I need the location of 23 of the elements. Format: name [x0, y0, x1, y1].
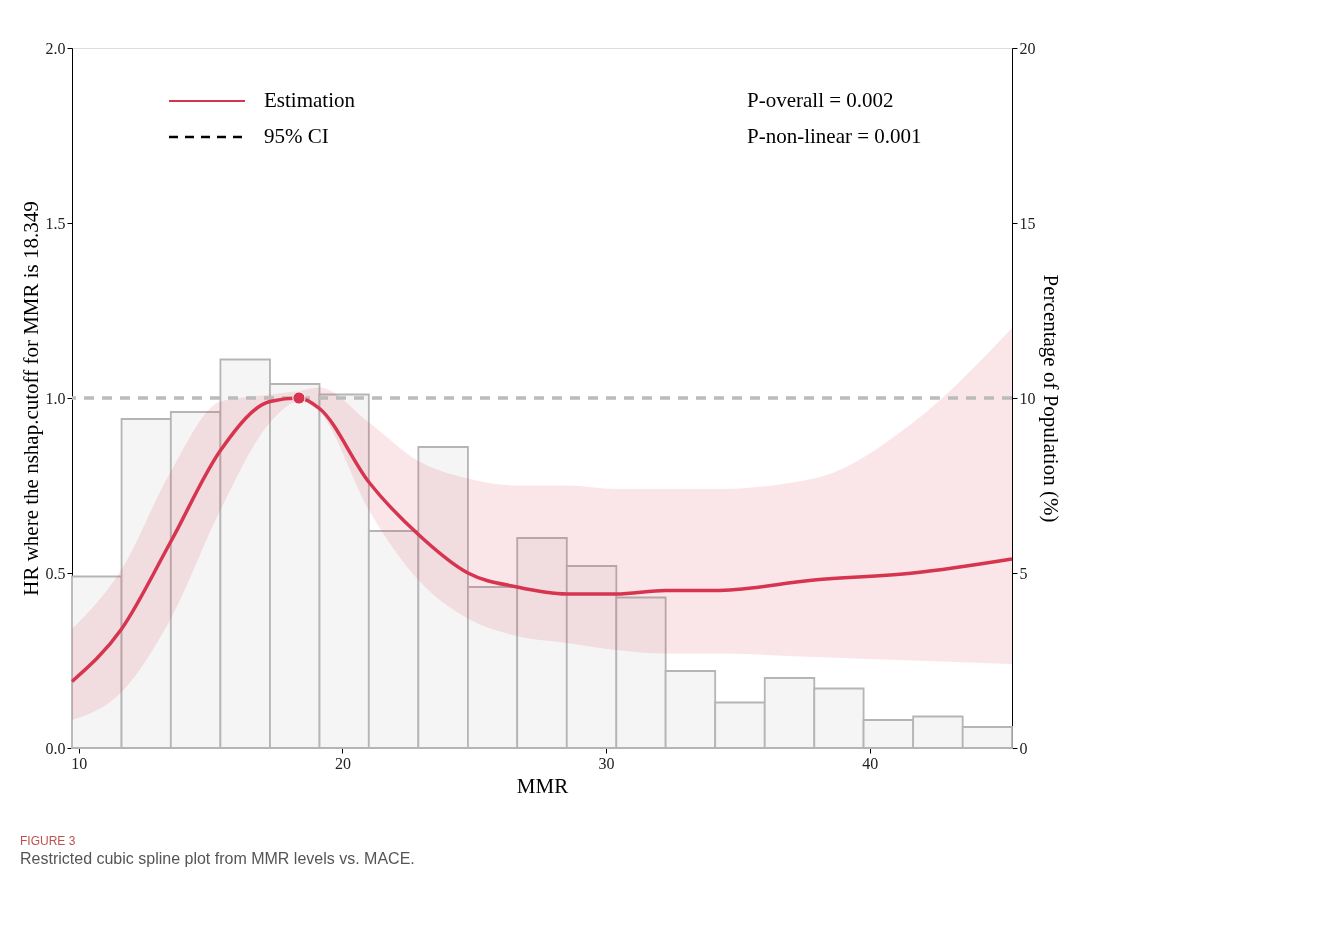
y2-tick-label: 10 [1019, 389, 1036, 407]
y-axis-title: HR where the nshap.cutoff for MMR is 18.349 [18, 201, 43, 596]
annotation: 95% CI [264, 124, 329, 148]
x-axis-title: MMR [516, 773, 569, 798]
y-tick-label: 0.0 [45, 739, 66, 757]
y2-axis-title: Percentage of Population (%) [1038, 274, 1063, 523]
y2-tick-label: 0 [1019, 739, 1028, 757]
text: FIGURE 3 [20, 834, 76, 848]
y-tick-label: 1.0 [45, 389, 66, 407]
y2-tick-label: 20 [1019, 39, 1036, 57]
x-tick-label: 40 [862, 754, 879, 772]
x-tick-label: 10 [71, 754, 88, 772]
y2-tick-label: 15 [1019, 214, 1036, 232]
legend-label: Estimation [264, 88, 356, 112]
annotation: P-non-linear = 0.001 [747, 124, 922, 148]
y-tick-label: 1.5 [45, 214, 66, 232]
y-tick-label: 2.0 [45, 39, 66, 57]
annotation: P-overall = 0.002 [747, 88, 894, 112]
x-tick-label: 30 [598, 754, 615, 772]
y-tick-label: 0.5 [45, 564, 66, 582]
text: Restricted cubic spline plot from MMR levels vs. MACE. [20, 850, 415, 867]
y2-tick-label: 5 [1019, 564, 1028, 582]
x-tick-label: 20 [334, 754, 351, 772]
